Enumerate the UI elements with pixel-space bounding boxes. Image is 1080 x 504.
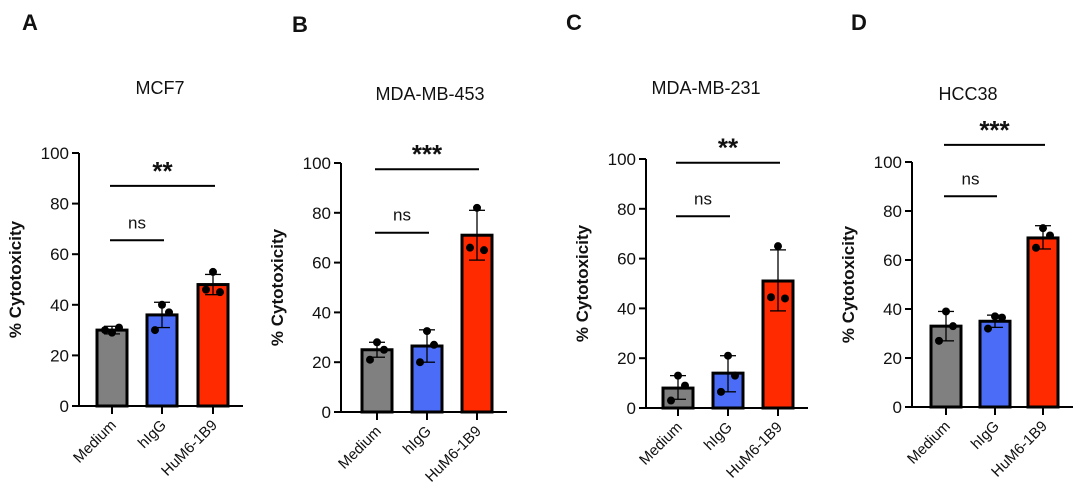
data-point <box>423 327 431 336</box>
data-point <box>942 307 950 316</box>
significance-label: ** <box>152 156 173 186</box>
chart-title: MDA-MB-453 <box>375 84 484 104</box>
y-tick-label: 0 <box>893 398 902 417</box>
significance-label: ns <box>393 206 411 225</box>
data-point <box>674 371 682 380</box>
y-tick-label: 40 <box>883 300 902 319</box>
y-tick-label: 0 <box>627 399 636 418</box>
y-axis-label: % Cytotoxicity <box>839 225 858 343</box>
panel-letter: B <box>292 12 308 37</box>
bar-medium <box>95 328 129 408</box>
data-point <box>380 345 388 354</box>
data-point <box>480 246 488 255</box>
significance-label: *** <box>979 115 1010 145</box>
y-tick-label: 60 <box>617 250 636 269</box>
panel-letter: C <box>566 10 582 35</box>
data-point <box>998 313 1006 322</box>
data-point <box>158 300 166 309</box>
panel-b: B MDA-MB-453 0 20 40 60 80 100 % Cytotoxicity Med… <box>268 12 507 486</box>
y-tick-label: 60 <box>883 251 902 270</box>
y-tick-label: 80 <box>883 202 902 221</box>
y-tick-label: 100 <box>41 144 69 163</box>
y-tick-label: 20 <box>312 353 331 372</box>
y-tick-label: 0 <box>60 397 69 416</box>
data-point <box>984 324 992 333</box>
y-tick-label: 80 <box>50 195 69 214</box>
data-point <box>1046 231 1054 240</box>
y-tick-label: 80 <box>312 204 331 223</box>
y-tick-label: 20 <box>617 349 636 368</box>
data-point <box>466 243 474 252</box>
panel-c: C MDA-MB-231 0 20 40 60 80 100 % Cytotoxicity Med… <box>566 10 808 482</box>
y-tick-label: 100 <box>303 154 331 173</box>
data-point <box>767 293 775 302</box>
y-axis-label: % Cytotoxicity <box>573 224 592 342</box>
y-tick-label: 0 <box>322 403 331 422</box>
y-tick-label: 60 <box>312 254 331 273</box>
data-point <box>935 336 943 345</box>
y-tick-label: 40 <box>312 303 331 322</box>
data-point <box>216 288 224 297</box>
y-axis-label: % Cytotoxicity <box>6 220 25 338</box>
x-tick-label: hIgG <box>400 423 435 458</box>
bar-higg <box>978 319 1012 409</box>
bar-hum6-1b9 <box>1026 236 1060 409</box>
chart-title: HCC38 <box>938 84 997 104</box>
x-tick-label: hIgG <box>701 419 736 454</box>
data-point <box>366 355 374 364</box>
data-point <box>101 326 109 335</box>
data-point <box>416 358 424 367</box>
y-tick-label: 100 <box>874 153 902 172</box>
panel-letter: A <box>22 10 38 35</box>
x-tick-label: hIgG <box>135 417 170 452</box>
data-point <box>108 328 116 337</box>
chart-title: MCF7 <box>136 78 185 98</box>
y-tick-label: 40 <box>50 296 69 315</box>
y-tick-label: 100 <box>608 150 636 169</box>
chart-title: MDA-MB-231 <box>651 78 760 98</box>
bar-hum6-1b9 <box>460 233 494 414</box>
data-point <box>1032 243 1040 252</box>
y-tick-label: 20 <box>50 346 69 365</box>
y-tick-label: 20 <box>883 349 902 368</box>
significance-label: ns <box>962 169 980 188</box>
significance-label: ns <box>694 189 712 208</box>
data-point <box>165 308 173 317</box>
data-point <box>209 267 217 276</box>
data-point <box>724 351 732 360</box>
x-tick-label: Medium <box>70 417 120 467</box>
x-tick-label: HuM6-1B9 <box>158 417 221 480</box>
data-point <box>373 338 381 347</box>
data-point <box>202 285 210 294</box>
data-point <box>667 396 675 405</box>
data-point <box>774 242 782 251</box>
data-point <box>1039 224 1047 233</box>
data-point <box>115 323 123 332</box>
data-point <box>681 381 689 390</box>
bar-hum6-1b9 <box>196 283 230 408</box>
data-point <box>781 294 789 303</box>
data-point <box>991 312 999 321</box>
x-tick-label: Medium <box>904 418 954 468</box>
x-tick-label: hIgG <box>968 418 1003 453</box>
panel-letter: D <box>851 10 867 35</box>
x-tick-label: Medium <box>335 423 385 473</box>
data-point <box>151 326 159 335</box>
x-tick-label: Medium <box>636 419 686 469</box>
data-point <box>430 340 438 349</box>
significance-label: ns <box>128 213 146 232</box>
data-point <box>949 322 957 331</box>
significance-label: *** <box>412 139 443 169</box>
y-tick-label: 40 <box>617 299 636 318</box>
y-axis-label: % Cytotoxicity <box>268 228 287 346</box>
panel-a: A MCF7 0 20 40 60 80 100 % Cytotoxicity Medium hIg… <box>6 10 243 480</box>
data-point <box>473 203 481 212</box>
data-point <box>731 371 739 380</box>
data-point <box>717 387 725 396</box>
panel-d: D HCC38 0 20 40 60 80 100 % Cytotoxicity Medium hI… <box>839 10 1073 481</box>
y-tick-label: 60 <box>50 245 69 264</box>
significance-label: ** <box>718 133 739 163</box>
y-tick-label: 80 <box>617 200 636 219</box>
